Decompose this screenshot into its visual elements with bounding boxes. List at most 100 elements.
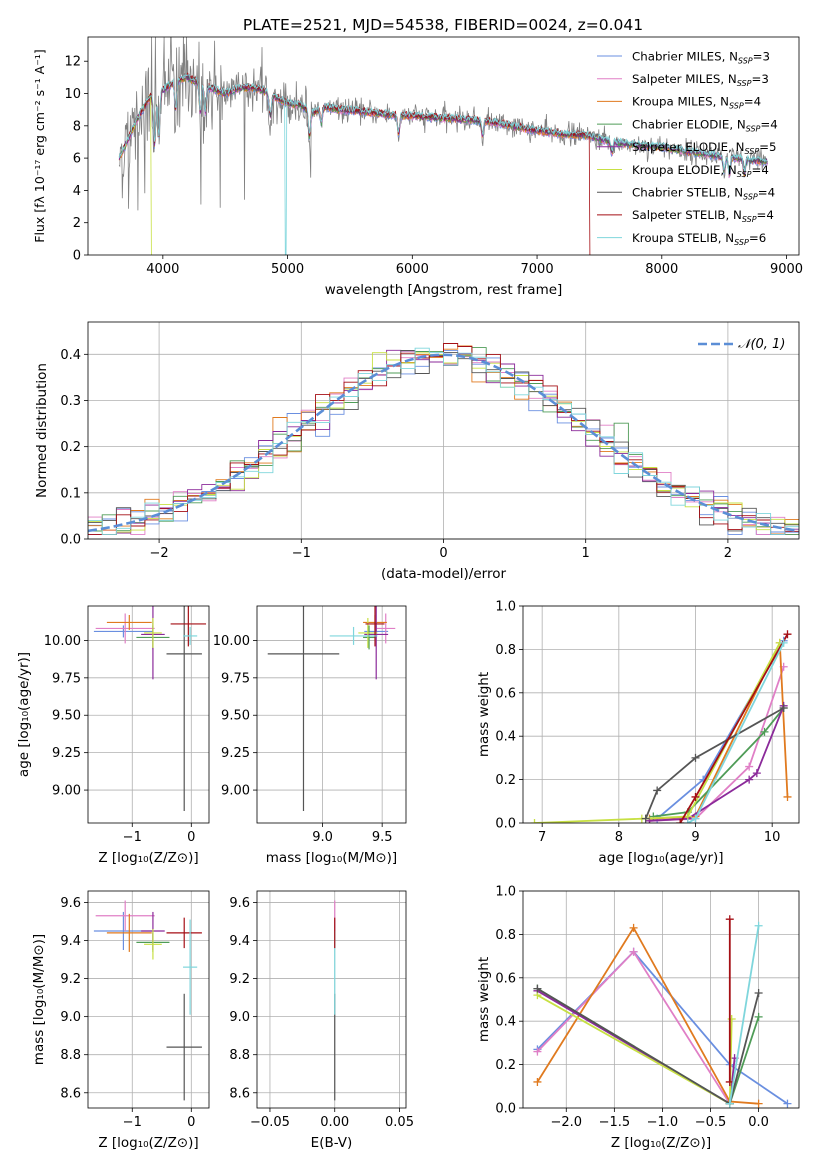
x-tick-label: 4000 <box>146 262 179 277</box>
errorbar-point-chabrier_miles <box>93 625 153 638</box>
y-tick-label: 0.4 <box>60 348 81 363</box>
spectrum-legend: Chabrier MILES, NSSP=3 Salpeter MILES, NS… <box>597 49 778 247</box>
errorbar-point-kroupa_stelib <box>329 626 378 645</box>
x-tick-label: 8 <box>615 830 623 845</box>
y-tick-label: 9.0 <box>229 1010 250 1025</box>
y-tick-label: 9.25 <box>52 746 81 761</box>
weight-marker-kroupa_stelib <box>779 638 788 647</box>
errorbar-point-kroupa_elodie <box>144 929 162 960</box>
weight-marker-kroupa_elodie <box>727 1015 736 1024</box>
y-tick-label: 9.75 <box>52 671 81 686</box>
legend-label: Chabrier ELODIE, NSSP=4 <box>632 117 778 133</box>
weight-marker-kroupa_stelib <box>754 921 763 930</box>
y-tick-label: 4 <box>73 184 81 199</box>
z_mass-plot-area <box>93 900 202 1101</box>
weight-marker-salpeter_miles <box>629 947 638 956</box>
weight-line-chabrier_elodie <box>653 707 785 818</box>
x-tick-label: 0 <box>187 830 195 845</box>
errorbar-point-salpeter_miles <box>95 613 155 644</box>
y-tick-label: 8 <box>73 119 81 134</box>
weight-line-kroupa_stelib <box>728 925 760 1104</box>
x-axis-label: wavelength [Angstrom, rest frame] <box>325 282 563 298</box>
y-tick-label: 1.0 <box>495 600 516 615</box>
errorbar-point-chabrier_stelib <box>267 606 340 812</box>
errorbar-point-kroupa_elodie <box>144 617 162 648</box>
observed-spectrum-line <box>118 37 769 211</box>
errorbar-point-salpeter_stelib <box>166 917 202 949</box>
y-axis-label: age [log₁₀(age/yr)] <box>16 652 32 777</box>
y-tick-label: 9.6 <box>229 896 250 911</box>
y-tick-label: 2 <box>73 216 81 231</box>
errorbar-point-chabrier_stelib <box>166 993 202 1101</box>
weight-line-chabrier_stelib <box>536 987 760 1106</box>
weight-marker-kroupa_miles <box>754 1099 763 1108</box>
y-tick-label: 0.8 <box>495 928 516 943</box>
axes-frame <box>87 890 210 1109</box>
x-axis-label: mass [log₁₀(M/M⊙)] <box>266 850 397 866</box>
x-tick-label: −1.0 <box>647 1115 679 1130</box>
residuals-panel: −2 −1 0 1 2 0.0 0.1 0.2 0.3 0.4 (data-model)/error… <box>34 321 800 582</box>
y-tick-label: 10.00 <box>44 634 81 649</box>
weight-line-kroupa_miles <box>536 926 759 1105</box>
axes-frame <box>256 605 407 824</box>
weight-line-chabrier_elodie <box>536 987 760 1106</box>
weight-line-kroupa_elodie <box>534 642 781 823</box>
x-tick-label: 0 <box>187 1115 195 1130</box>
weight-marker-salpeter_miles <box>533 1047 542 1056</box>
y-tick-label: 0.6 <box>495 686 516 701</box>
errorbar-point-salpeter_stelib <box>365 606 385 647</box>
x-axis-label: E(B-V) <box>311 1135 353 1151</box>
weight-marker-salpeter_stelib <box>725 915 734 924</box>
spectrum-axes: 4000 5000 6000 7000 8000 9000 0 2 4 6 8 10 12 wavelen… <box>32 36 803 298</box>
y-axis-label: mass weight <box>476 957 492 1042</box>
z_weight-plot-area <box>533 915 792 1108</box>
residual-histogram-salpeter_stelib <box>88 343 799 535</box>
weight-marker-salpeter_elodie <box>752 769 761 778</box>
x-tick-label: −1 <box>123 1115 142 1130</box>
y-tick-label: 0 <box>73 249 81 264</box>
model-spectrum-salpeter_stelib <box>118 72 591 255</box>
model-spectrum-kroupa_stelib <box>118 72 768 255</box>
axes-frame <box>522 890 800 1109</box>
y-tick-label: 9.4 <box>60 934 81 949</box>
mass_age-plot-area <box>267 606 396 812</box>
legend-label: Chabrier MILES, NSSP=3 <box>632 49 770 65</box>
age_weight-plot-area <box>530 630 792 823</box>
weight-marker-kroupa_miles <box>533 1077 542 1086</box>
errorbar-point-kroupa_stelib <box>183 919 198 1015</box>
charts-layer: 4000 5000 6000 7000 8000 9000024681012wavelen… <box>16 36 803 1151</box>
y-tick-label: 9.75 <box>221 671 250 686</box>
x-tick-label: −0.5 <box>695 1115 727 1130</box>
errorbar-point-salpeter_miles <box>95 900 155 931</box>
x-tick-label: 0 <box>439 546 447 561</box>
z_mass-axes: −1 0 8.6 8.8 9.0 9.2 9.4 9.6 Z [log₁₀(Z/Z⊙)] mass… <box>31 890 210 1151</box>
weight-marker-kroupa_stelib <box>725 1099 734 1108</box>
legend-label: Kroupa MILES, NSSP=4 <box>632 95 761 111</box>
y-tick-label: 0.1 <box>60 486 81 501</box>
errorbar-point-chabrier_elodie <box>363 625 376 650</box>
x-tick-label: −0.05 <box>250 1115 290 1130</box>
x-tick-label: 9.0 <box>312 830 333 845</box>
legend-label: 𝒩(0, 1) <box>738 337 785 352</box>
x-axis-label: age [log₁₀(age/yr)] <box>598 850 723 866</box>
x-tick-label: 8000 <box>645 262 678 277</box>
legend-label: Salpeter STELIB, NSSP=4 <box>632 208 774 224</box>
y-tick-label: 9.2 <box>229 972 250 987</box>
weight-marker-chabrier_stelib <box>653 786 662 795</box>
x-tick-label: −2 <box>150 546 169 561</box>
x-axis-label: (data-model)/error <box>381 566 507 582</box>
x-tick-label: 6000 <box>396 262 429 277</box>
weight-marker-salpeter_miles <box>745 762 754 771</box>
residuals-axes: −2 −1 0 1 2 0.0 0.1 0.2 0.3 0.4 (data-model)/error… <box>34 321 800 582</box>
x-axis-label: Z [log₁₀(Z/Z⊙)] <box>611 1135 711 1151</box>
legend-label: Salpeter MILES, NSSP=3 <box>632 72 769 88</box>
x-tick-label: 9.5 <box>372 830 393 845</box>
x-tick-label: 7 <box>538 830 546 845</box>
age_weight-axes: 7 8 9 10 0.0 0.2 0.4 0.6 0.8 1.0 age [log₁₀(age/yr… <box>476 600 800 866</box>
y-tick-label: 9.25 <box>221 746 250 761</box>
x-tick-label: 7000 <box>521 262 554 277</box>
y-tick-label: 0.3 <box>60 394 81 409</box>
errorbar-point-kroupa_miles <box>106 614 152 630</box>
y-axis-label: mass weight <box>476 672 492 757</box>
